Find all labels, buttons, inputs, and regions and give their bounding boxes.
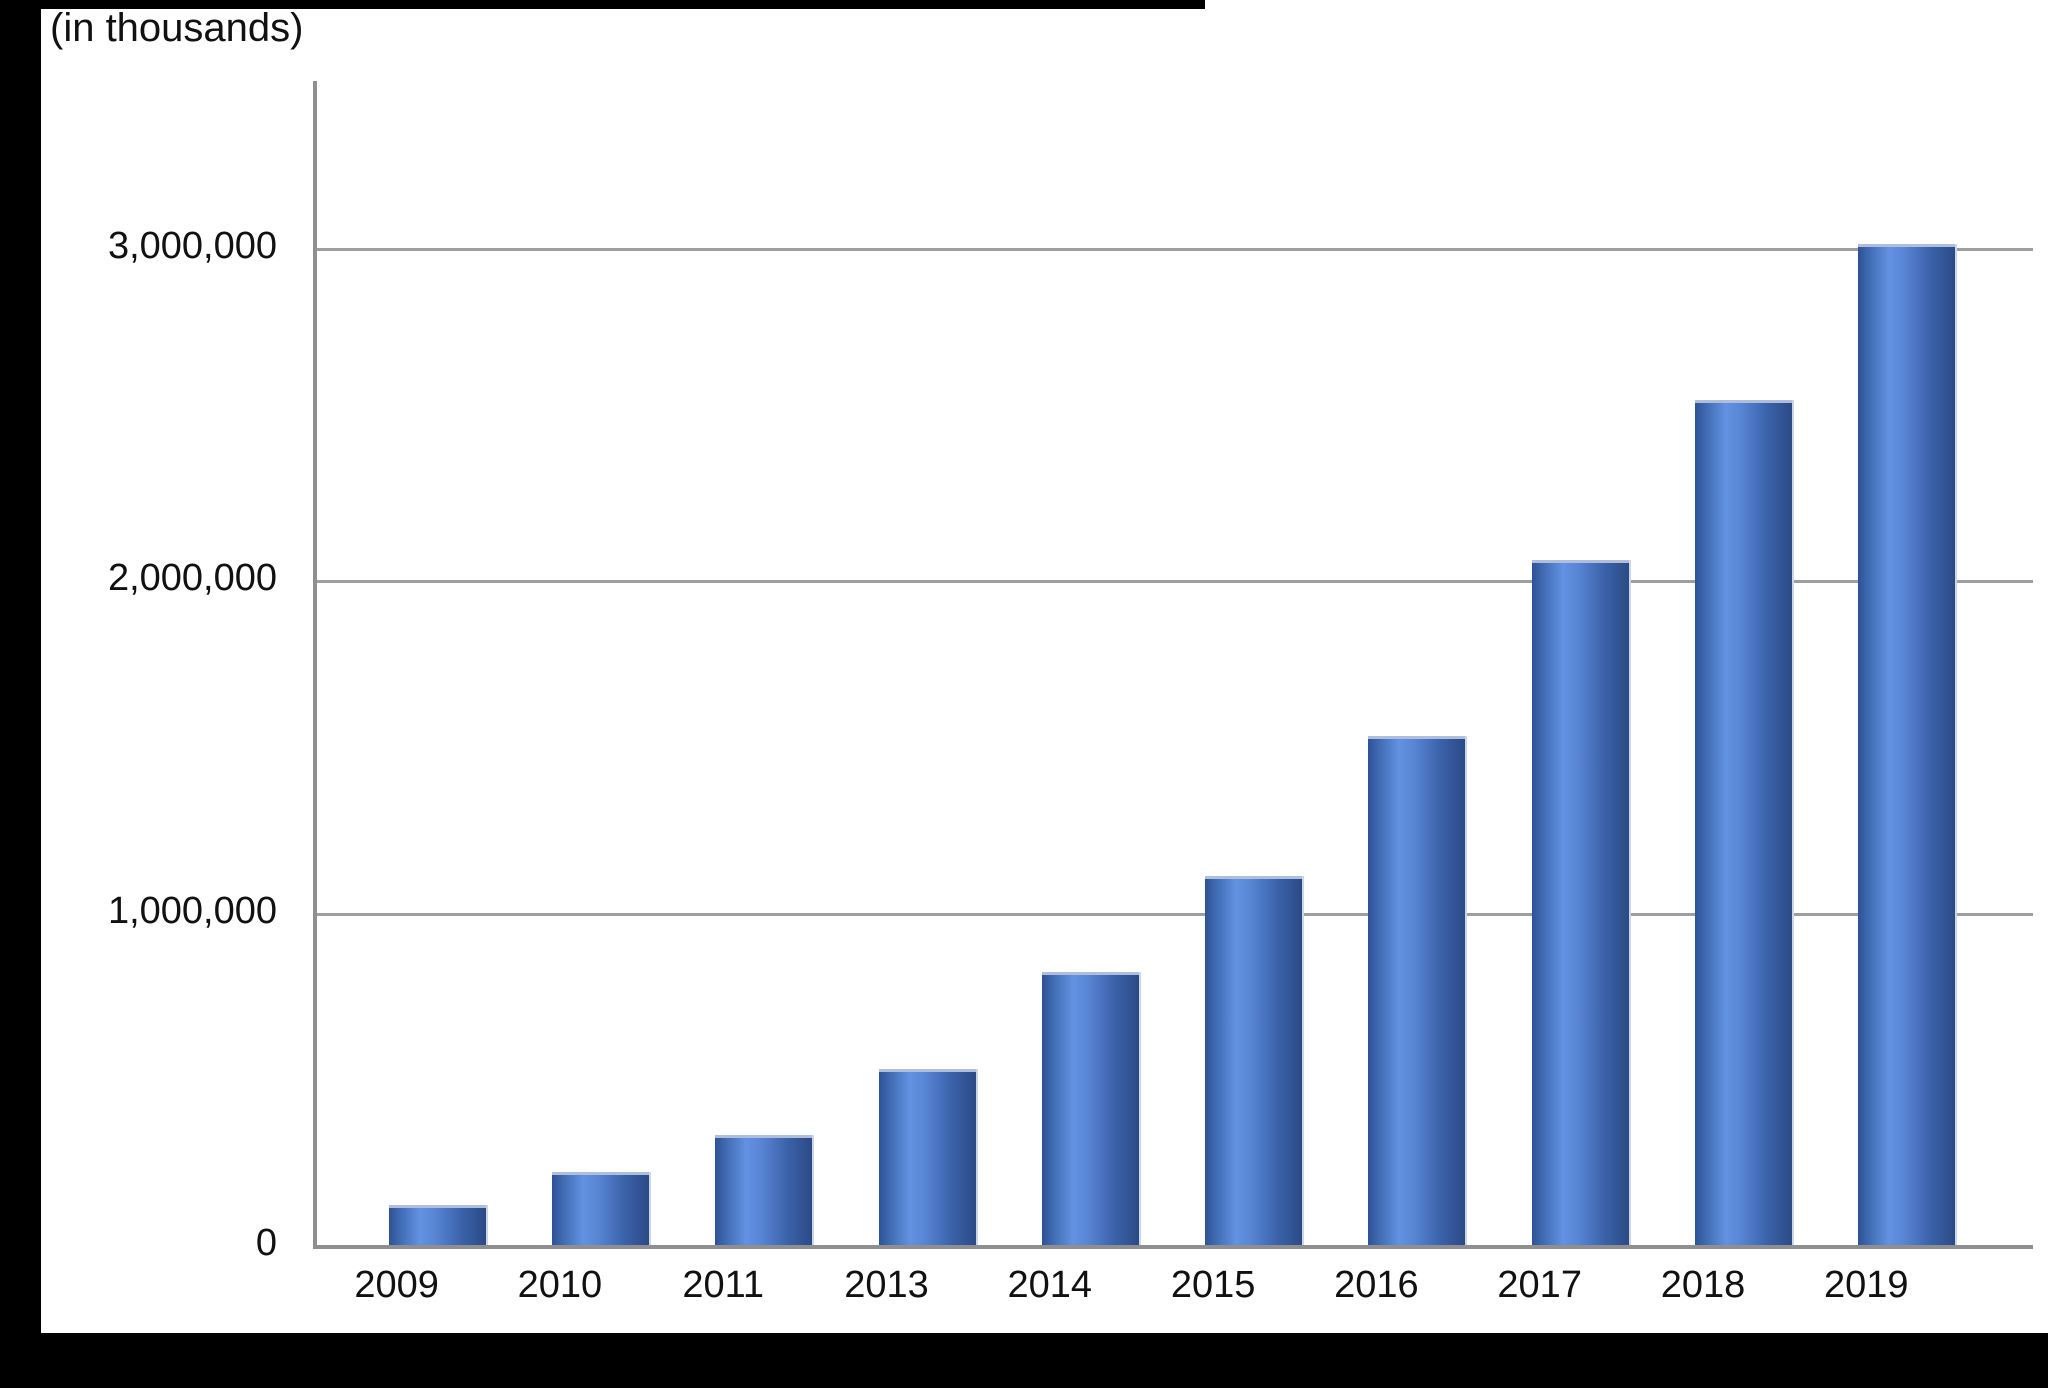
x-tick-label-2018: 2018 bbox=[1660, 1264, 1746, 1306]
bar-2014 bbox=[1042, 972, 1139, 1245]
bar-2009 bbox=[389, 1205, 486, 1245]
bar-2015 bbox=[1205, 876, 1302, 1245]
x-tick-label-2013: 2013 bbox=[844, 1264, 929, 1306]
gridline-1000000 bbox=[317, 912, 2033, 916]
left-matte-bar bbox=[0, 0, 41, 1388]
y-tick-label: 0 bbox=[255, 1221, 277, 1264]
bar-2017 bbox=[1532, 560, 1629, 1245]
y-tick-label: 3,000,000 bbox=[107, 224, 277, 267]
x-axis-line bbox=[313, 1245, 2033, 1249]
gridline-3000000 bbox=[317, 247, 2033, 251]
y-tick-label: 1,000,000 bbox=[107, 889, 277, 932]
bottom-matte-bar bbox=[0, 1333, 2048, 1388]
x-tick-label-2015: 2015 bbox=[1170, 1264, 1256, 1306]
bar-2010 bbox=[552, 1172, 649, 1245]
x-tick-label-2016: 2016 bbox=[1334, 1264, 1419, 1306]
bar-2011 bbox=[715, 1135, 812, 1245]
bar-2016 bbox=[1368, 736, 1465, 1245]
bar-2019 bbox=[1858, 244, 1955, 1245]
y-axis-line bbox=[313, 81, 317, 1249]
x-tick-label-2009: 2009 bbox=[354, 1264, 439, 1306]
x-tick-label-2014: 2014 bbox=[1007, 1264, 1093, 1306]
x-tick-label-2017: 2017 bbox=[1497, 1264, 1582, 1306]
gridline-2000000 bbox=[317, 580, 2033, 583]
x-tick-label-2011: 2011 bbox=[682, 1264, 765, 1306]
bar-2013 bbox=[879, 1069, 976, 1245]
x-tick-label-2019: 2019 bbox=[1824, 1264, 1909, 1306]
bar-2018 bbox=[1695, 400, 1792, 1245]
top-matte-bar bbox=[0, 0, 1205, 9]
x-tick-label-2010: 2010 bbox=[517, 1264, 603, 1306]
axis-unit-label: (in thousands) bbox=[50, 6, 304, 50]
y-tick-label: 2,000,000 bbox=[107, 556, 277, 599]
